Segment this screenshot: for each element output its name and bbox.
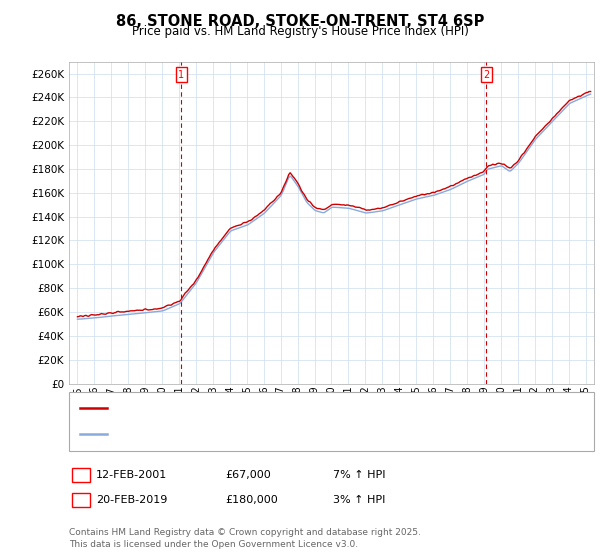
Text: 2: 2 bbox=[77, 495, 85, 505]
Text: 2: 2 bbox=[483, 69, 489, 80]
Text: HPI: Average price, detached house, Stoke-on-Trent: HPI: Average price, detached house, Stok… bbox=[111, 430, 379, 440]
Text: 12-FEB-2001: 12-FEB-2001 bbox=[96, 470, 167, 480]
Text: Contains HM Land Registry data © Crown copyright and database right 2025.
This d: Contains HM Land Registry data © Crown c… bbox=[69, 528, 421, 549]
Text: £67,000: £67,000 bbox=[225, 470, 271, 480]
Text: £180,000: £180,000 bbox=[225, 495, 278, 505]
Text: 86, STONE ROAD, STOKE-ON-TRENT, ST4 6SP (detached house): 86, STONE ROAD, STOKE-ON-TRENT, ST4 6SP … bbox=[111, 403, 441, 413]
Text: 1: 1 bbox=[77, 470, 85, 480]
Text: 86, STONE ROAD, STOKE-ON-TRENT, ST4 6SP: 86, STONE ROAD, STOKE-ON-TRENT, ST4 6SP bbox=[116, 14, 484, 29]
Text: 20-FEB-2019: 20-FEB-2019 bbox=[96, 495, 167, 505]
Text: 1: 1 bbox=[178, 69, 184, 80]
Text: 3% ↑ HPI: 3% ↑ HPI bbox=[333, 495, 385, 505]
Text: 7% ↑ HPI: 7% ↑ HPI bbox=[333, 470, 386, 480]
Text: Price paid vs. HM Land Registry's House Price Index (HPI): Price paid vs. HM Land Registry's House … bbox=[131, 25, 469, 38]
